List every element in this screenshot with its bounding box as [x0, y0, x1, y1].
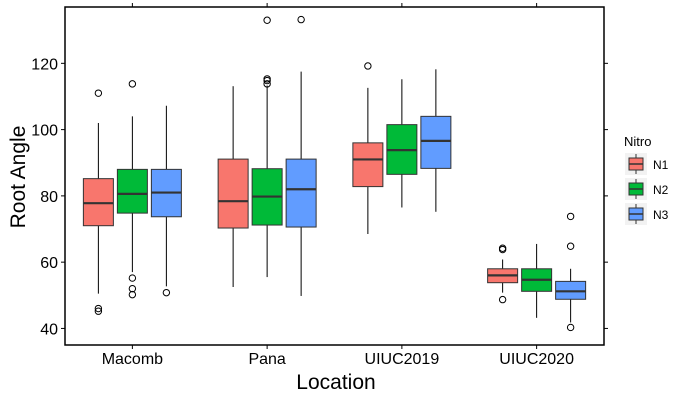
- y-tick-label: 80: [40, 189, 58, 206]
- x-tick-label: UIUC2020: [499, 351, 574, 368]
- outlier-point: [128, 284, 137, 293]
- legend-label: N3: [653, 208, 669, 222]
- outlier-point: [297, 15, 305, 24]
- y-axis-title: Root Angle: [7, 126, 30, 229]
- outlier-point: [263, 80, 271, 88]
- axes: 40 60 80 100 120 Macomb Pana UIUC2019 UIUC2020: [31, 3, 608, 368]
- legend-item-N1: N1: [625, 153, 669, 175]
- box-body: [217, 158, 249, 229]
- outlier-point: [566, 212, 575, 221]
- outlier-point: [263, 16, 271, 24]
- outlier-point: [128, 80, 137, 88]
- box-Pana-N1: [217, 86, 249, 288]
- outlier-point: [364, 62, 372, 70]
- box-UIUC2019-N2: [386, 79, 418, 208]
- panel-border: [64, 6, 605, 346]
- legend-item-N2: N2: [625, 178, 669, 200]
- outlier-point: [162, 288, 171, 297]
- box-UIUC2019-N1: [352, 62, 384, 234]
- outlier-point: [498, 244, 507, 252]
- box-UIUC2019-N3: [420, 69, 452, 212]
- plot-area: [65, 7, 604, 345]
- box-Macomb-N1: [82, 89, 114, 315]
- legend-title: Nitro: [624, 134, 651, 149]
- y-tick-label: 60: [40, 255, 58, 272]
- legend: Nitro N1 N2 N3: [624, 134, 669, 225]
- box-UIUC2020-N3: [555, 212, 587, 332]
- x-tick-label: UIUC2019: [365, 351, 440, 368]
- outlier-point: [94, 304, 103, 313]
- legend-label: N1: [653, 158, 669, 172]
- outlier-point: [498, 295, 507, 304]
- box-Macomb-N3: [150, 105, 182, 297]
- outlier-point: [566, 242, 575, 250]
- box-Pana-N2: [251, 16, 283, 278]
- box-body: [116, 168, 148, 214]
- outlier-point: [566, 323, 575, 332]
- box-body: [352, 142, 384, 188]
- outlier-point: [128, 274, 137, 282]
- box-body: [420, 115, 452, 169]
- x-tick-label: Macomb: [102, 351, 163, 368]
- y-tick-label: 100: [31, 123, 58, 140]
- outlier-point: [263, 75, 271, 83]
- box-Pana-N3: [285, 15, 317, 296]
- y-tick-label: 40: [40, 321, 58, 338]
- x-axis-title: Location: [296, 371, 375, 394]
- box-UIUC2020-N1: [487, 244, 519, 304]
- outlier-point: [94, 89, 103, 97]
- box-Macomb-N2: [116, 80, 148, 299]
- legend-item-N3: N3: [625, 203, 669, 225]
- x-tick-label: Pana: [248, 351, 285, 368]
- legend-label: N2: [653, 183, 669, 197]
- box-UIUC2020-N2: [521, 243, 553, 318]
- box-body: [285, 158, 317, 228]
- y-tick-label: 120: [31, 56, 58, 73]
- outlier-point: [94, 307, 103, 315]
